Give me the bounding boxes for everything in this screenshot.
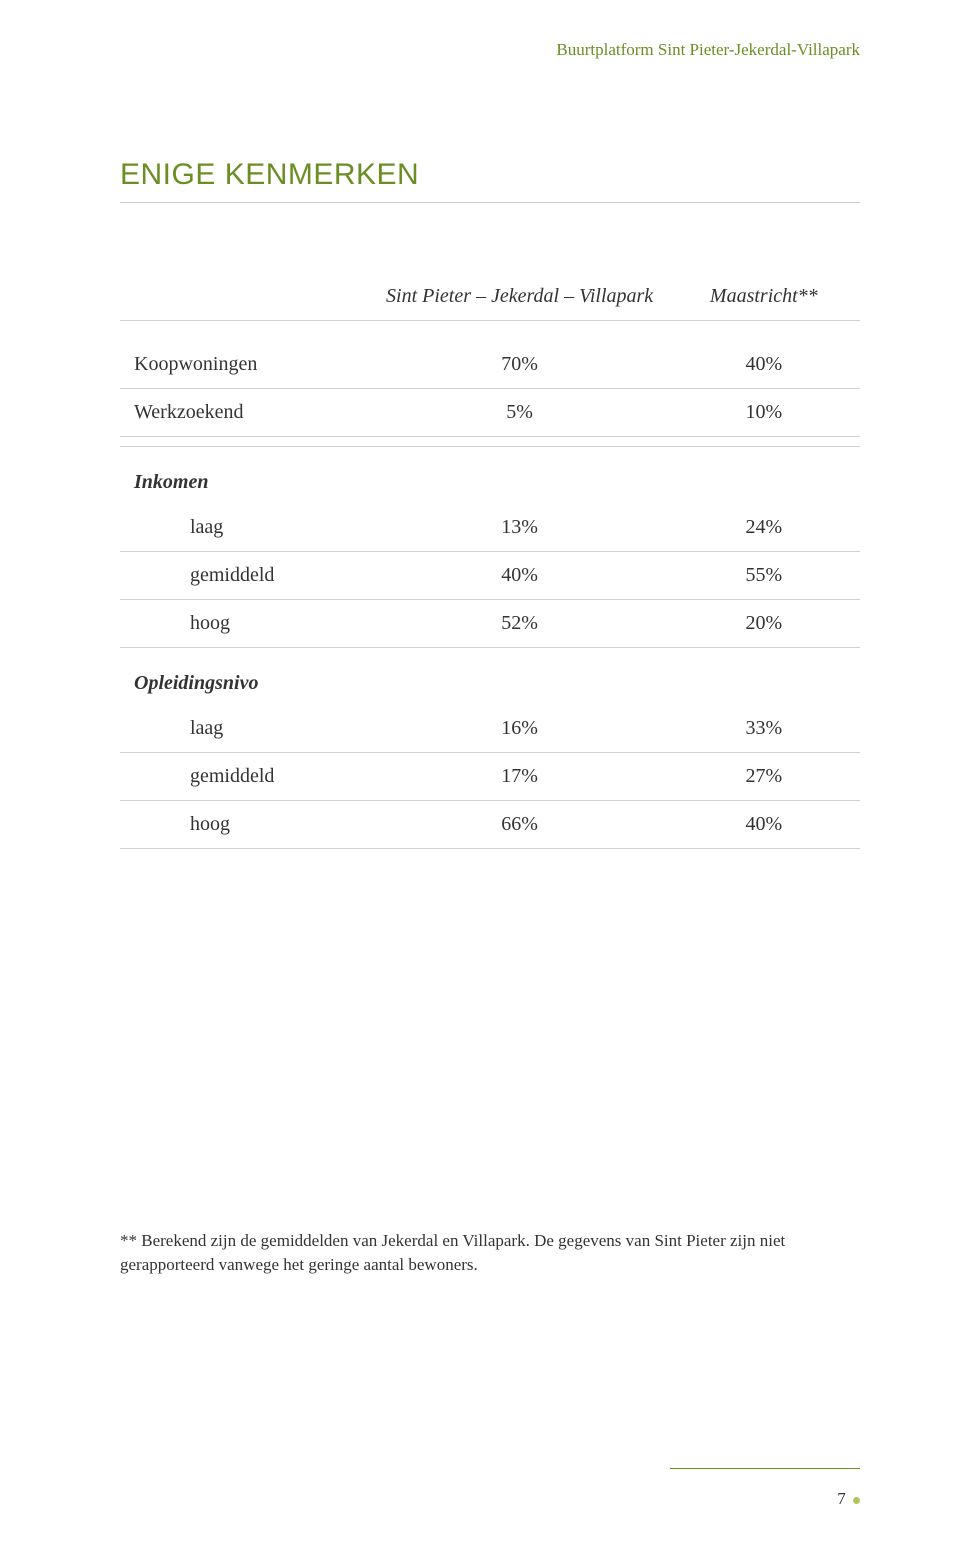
row-value-area: 52% (372, 599, 668, 647)
table-row: hoog 66% 40% (120, 800, 860, 848)
group-title: Opleidingsnivo (120, 647, 860, 705)
row-value-area: 70% (372, 341, 668, 389)
page-number: 7 (837, 1489, 846, 1508)
table-row: gemiddeld 17% 27% (120, 752, 860, 800)
row-value-city: 20% (668, 599, 860, 647)
row-value-area: 17% (372, 752, 668, 800)
header-site-title: Buurtplatform Sint Pieter-Jekerdal-Villa… (120, 40, 860, 68)
row-value-city: 33% (668, 705, 860, 753)
page: Buurtplatform Sint Pieter-Jekerdal-Villa… (0, 0, 960, 1559)
row-value-area: 16% (372, 705, 668, 753)
row-value-city: 55% (668, 551, 860, 599)
row-value-area: 66% (372, 800, 668, 848)
row-label: gemiddeld (120, 752, 372, 800)
page-dot-icon (853, 1497, 860, 1504)
table-row: laag 16% 33% (120, 705, 860, 753)
table-header-row: Sint Pieter – Jekerdal – Villapark Maast… (120, 273, 860, 321)
row-value-area: 40% (372, 551, 668, 599)
column-header-city: Maastricht** (668, 273, 860, 321)
row-value-area: 13% (372, 504, 668, 552)
table-row: hoog 52% 20% (120, 599, 860, 647)
group-header-opleiding: Opleidingsnivo (120, 647, 860, 705)
row-label: Koopwoningen (120, 341, 372, 389)
row-value-city: 40% (668, 341, 860, 389)
table-row: laag 13% 24% (120, 504, 860, 552)
page-footer: 7 (120, 1468, 860, 1509)
row-value-area: 5% (372, 388, 668, 436)
table-row: Werkzoekend 5% 10% (120, 388, 860, 436)
group-header-inkomen: Inkomen (120, 446, 860, 504)
row-label: laag (120, 504, 372, 552)
row-label: laag (120, 705, 372, 753)
column-header-blank (120, 273, 372, 321)
row-value-city: 27% (668, 752, 860, 800)
row-label: Werkzoekend (120, 388, 372, 436)
row-label: hoog (120, 800, 372, 848)
spacer-row (120, 436, 860, 446)
table-row: Koopwoningen 70% 40% (120, 341, 860, 389)
group-title: Inkomen (120, 446, 860, 504)
column-header-area: Sint Pieter – Jekerdal – Villapark (372, 273, 668, 321)
row-value-city: 10% (668, 388, 860, 436)
footnote-text: ** Berekend zijn de gemiddelden van Jeke… (120, 1229, 860, 1278)
table-row: gemiddeld 40% 55% (120, 551, 860, 599)
characteristics-table: Sint Pieter – Jekerdal – Villapark Maast… (120, 273, 860, 849)
row-value-city: 40% (668, 800, 860, 848)
section-title: ENIGE KENMERKEN (120, 158, 860, 203)
row-label: hoog (120, 599, 372, 647)
spacer-row (120, 321, 860, 341)
row-label: gemiddeld (120, 551, 372, 599)
row-value-city: 24% (668, 504, 860, 552)
footer-rule (670, 1468, 860, 1469)
